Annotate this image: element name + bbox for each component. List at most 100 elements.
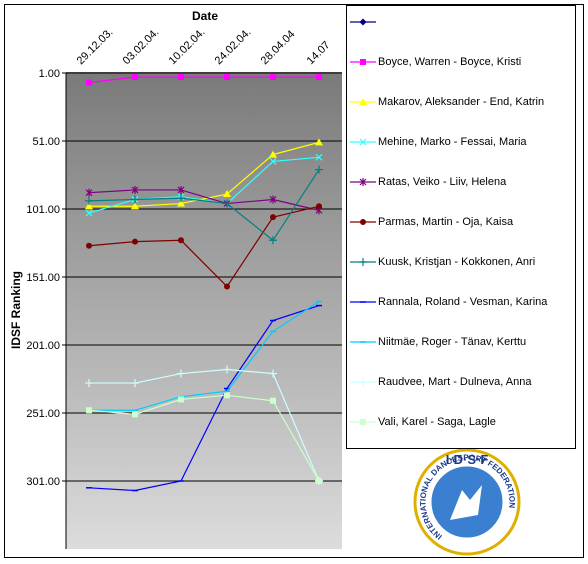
- marker: [224, 283, 230, 290]
- series: [86, 392, 322, 484]
- legend-marker: [359, 98, 367, 105]
- marker: [86, 407, 92, 414]
- marker: [85, 196, 93, 205]
- legend-swatch: [350, 341, 376, 343]
- marker: [131, 202, 139, 210]
- legend: Boyce, Warren - Boyce, Kristi Makarov, Al…: [346, 5, 576, 449]
- x-axis-label: Date: [192, 9, 218, 23]
- series-line: [89, 300, 320, 411]
- marker: [86, 79, 92, 86]
- marker: [315, 138, 323, 146]
- marker: [270, 214, 276, 221]
- series: [86, 203, 322, 290]
- series: [86, 74, 322, 86]
- x-tick-label: 24.02.04.: [213, 26, 254, 67]
- legend-swatch: [350, 378, 376, 386]
- marker: [132, 411, 138, 418]
- x-tick-label: 10.02.04.: [167, 26, 208, 67]
- marker: [85, 379, 93, 388]
- logo-top: I·D·S·F: [446, 452, 489, 467]
- legend-marker: [359, 18, 367, 26]
- legend-marker: [359, 138, 367, 146]
- marker: [316, 74, 322, 81]
- series-line: [88, 304, 320, 492]
- legend-label: Parmas, Martin - Oja, Kaisa: [378, 216, 514, 228]
- legend-label: Raudvee, Mart - Dulneva, Anna: [378, 376, 532, 388]
- marker: [132, 238, 138, 245]
- legend-entry: Rannala, Roland - Vesman, Karina: [347, 284, 575, 320]
- legend-marker: [359, 378, 367, 386]
- legend-entry: Makarov, Aleksander - End, Katrin: [347, 84, 575, 120]
- legend-marker: [359, 178, 367, 186]
- legend-entry: Mehine, Marko - Fessai, Maria: [347, 124, 575, 160]
- series-line: [89, 368, 320, 482]
- legend-marker: [360, 59, 366, 65]
- marker: [85, 202, 93, 210]
- marker: [270, 74, 276, 81]
- series: [86, 304, 322, 492]
- legend-swatch: [350, 419, 376, 425]
- series-line: [89, 141, 320, 207]
- series-line: [88, 189, 320, 211]
- series: [85, 165, 323, 245]
- marker: [223, 190, 231, 198]
- marker: [178, 74, 184, 81]
- marker: [269, 236, 277, 245]
- marker: [131, 185, 139, 194]
- legend-marker: [359, 258, 367, 266]
- marker: [85, 209, 93, 217]
- marker: [269, 369, 277, 378]
- marker: [177, 185, 185, 194]
- marker: [269, 157, 277, 165]
- marker: [269, 150, 277, 158]
- marker: [131, 379, 139, 388]
- y-tick-label: 1.00: [39, 68, 60, 80]
- marker: [224, 74, 230, 81]
- y-axis-label: IDSF Ranking: [9, 271, 23, 349]
- series: [85, 365, 323, 485]
- x-tick-label: 03.02.04.: [121, 26, 162, 67]
- legend-entry: Ratas, Veiko - Liiv, Helena: [347, 164, 575, 200]
- marker: [316, 203, 322, 210]
- legend-label: Boyce, Warren - Boyce, Kristi: [378, 56, 522, 68]
- legend-entry: [347, 4, 575, 40]
- y-tick-label: 151.00: [26, 272, 60, 284]
- marker: [178, 237, 184, 244]
- legend-entry: Niitmäe, Roger - Tänav, Kerttu: [347, 324, 575, 360]
- y-tick-label: 51.00: [32, 136, 60, 148]
- legend-swatch: [350, 219, 376, 225]
- legend-swatch: [350, 301, 376, 303]
- marker: [270, 397, 276, 404]
- marker: [177, 194, 185, 203]
- marker: [224, 392, 230, 399]
- x-tick-label: 14.07: [305, 39, 333, 67]
- marker: [177, 199, 185, 207]
- legend-label: Rannala, Roland - Vesman, Karina: [378, 296, 548, 308]
- legend-entry: Kuusk, Kristjan - Kokkonen, Anri: [347, 244, 575, 280]
- legend-label: Makarov, Aleksander - End, Katrin: [378, 96, 545, 108]
- legend-marker: [360, 419, 366, 425]
- legend-marker: [360, 219, 366, 225]
- x-tick-label: 28.04.04: [259, 28, 298, 67]
- legend-entry: Parmas, Martin - Oja, Kaisa: [347, 204, 575, 240]
- series-line: [88, 76, 319, 84]
- logo-dancers: [450, 485, 482, 520]
- legend-label: Ratas, Veiko - Liiv, Helena: [378, 176, 507, 188]
- legend-label: Mehine, Marko - Fessai, Maria: [378, 136, 527, 148]
- legend-label: Vali, Karel - Saga, Lagle: [378, 416, 496, 428]
- logo: I·D·S·F INTERNATIONAL DANCESPORT FEDERAT…: [413, 448, 521, 556]
- legend-swatch: [350, 258, 376, 266]
- legend-swatch: [350, 98, 376, 105]
- chart-border: [4, 4, 584, 558]
- legend-swatch: [350, 18, 376, 26]
- legend-entry: Vali, Karel - Saga, Lagle: [347, 404, 575, 440]
- marker: [177, 369, 185, 378]
- marker: [223, 199, 231, 208]
- series-line: [88, 169, 320, 242]
- marker: [269, 195, 277, 204]
- marker: [85, 188, 93, 197]
- series-line: [88, 394, 320, 482]
- legend-entry: Raudvee, Mart - Dulneva, Anna: [347, 364, 575, 400]
